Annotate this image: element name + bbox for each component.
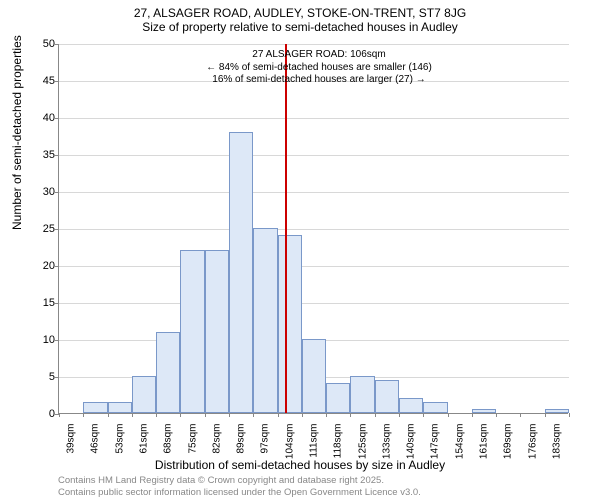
histogram-bar bbox=[180, 250, 204, 413]
xtick-mark bbox=[83, 413, 84, 417]
gridline bbox=[59, 229, 569, 230]
ytick-mark bbox=[55, 340, 59, 341]
histogram-bar bbox=[545, 409, 569, 413]
xtick-mark bbox=[229, 413, 230, 417]
ytick-label: 10 bbox=[31, 334, 55, 346]
gridline bbox=[59, 303, 569, 304]
ytick-mark bbox=[55, 155, 59, 156]
histogram-bar bbox=[326, 383, 350, 413]
histogram-bar bbox=[205, 250, 229, 413]
xtick-mark bbox=[520, 413, 521, 417]
histogram-bar bbox=[229, 132, 253, 413]
annotation-line-3: 16% of semi-detached houses are larger (… bbox=[179, 74, 459, 87]
xtick-mark bbox=[132, 413, 133, 417]
xtick-mark bbox=[399, 413, 400, 417]
ytick-label: 5 bbox=[31, 371, 55, 383]
histogram-bar bbox=[108, 402, 132, 413]
page-subtitle: Size of property relative to semi-detach… bbox=[0, 20, 600, 34]
xtick-mark bbox=[448, 413, 449, 417]
xtick-mark bbox=[108, 413, 109, 417]
gridline bbox=[59, 118, 569, 119]
ytick-label: 20 bbox=[31, 260, 55, 272]
annotation-line-2: ← 84% of semi-detached houses are smalle… bbox=[179, 62, 459, 75]
histogram-bar bbox=[156, 332, 180, 413]
ytick-label: 50 bbox=[31, 38, 55, 50]
histogram-bar bbox=[83, 402, 107, 413]
page-title: 27, ALSAGER ROAD, AUDLEY, STOKE-ON-TRENT… bbox=[0, 6, 600, 20]
histogram-chart: 0510152025303540455039sqm46sqm53sqm61sqm… bbox=[58, 44, 568, 414]
ytick-mark bbox=[55, 266, 59, 267]
ytick-label: 30 bbox=[31, 186, 55, 198]
footer-line-2: Contains public sector information licen… bbox=[58, 487, 421, 498]
xtick-mark bbox=[180, 413, 181, 417]
ytick-mark bbox=[55, 303, 59, 304]
xtick-mark bbox=[375, 413, 376, 417]
xtick-mark bbox=[302, 413, 303, 417]
ytick-mark bbox=[55, 192, 59, 193]
histogram-bar bbox=[423, 402, 447, 413]
reference-line bbox=[285, 44, 287, 413]
gridline bbox=[59, 155, 569, 156]
annotation-text: 27 ALSAGER ROAD: 106sqm← 84% of semi-det… bbox=[179, 49, 459, 87]
ytick-mark bbox=[55, 377, 59, 378]
gridline bbox=[59, 266, 569, 267]
ytick-label: 35 bbox=[31, 149, 55, 161]
xtick-mark bbox=[253, 413, 254, 417]
y-axis-label: Number of semi-detached properties bbox=[10, 35, 24, 230]
ytick-label: 0 bbox=[31, 408, 55, 420]
x-axis-label: Distribution of semi-detached houses by … bbox=[0, 458, 600, 472]
xtick-mark bbox=[472, 413, 473, 417]
footer-line-1: Contains HM Land Registry data © Crown c… bbox=[58, 475, 421, 486]
xtick-mark bbox=[545, 413, 546, 417]
ytick-mark bbox=[55, 118, 59, 119]
histogram-bar bbox=[350, 376, 374, 413]
histogram-bar bbox=[278, 235, 302, 413]
ytick-label: 25 bbox=[31, 223, 55, 235]
ytick-mark bbox=[55, 229, 59, 230]
xtick-mark bbox=[59, 413, 60, 417]
histogram-bar bbox=[302, 339, 326, 413]
xtick-mark bbox=[569, 413, 570, 417]
xtick-mark bbox=[423, 413, 424, 417]
histogram-bar bbox=[132, 376, 156, 413]
ytick-label: 40 bbox=[31, 112, 55, 124]
ytick-mark bbox=[55, 44, 59, 45]
footer-attribution: Contains HM Land Registry data © Crown c… bbox=[58, 475, 421, 498]
annotation-line-1: 27 ALSAGER ROAD: 106sqm bbox=[179, 49, 459, 62]
xtick-mark bbox=[350, 413, 351, 417]
gridline bbox=[59, 44, 569, 45]
xtick-mark bbox=[156, 413, 157, 417]
gridline bbox=[59, 192, 569, 193]
xtick-mark bbox=[326, 413, 327, 417]
ytick-label: 15 bbox=[31, 297, 55, 309]
xtick-mark bbox=[205, 413, 206, 417]
ytick-mark bbox=[55, 81, 59, 82]
histogram-bar bbox=[399, 398, 423, 413]
histogram-bar bbox=[253, 228, 277, 413]
histogram-bar bbox=[375, 380, 399, 413]
histogram-bar bbox=[472, 409, 496, 413]
ytick-label: 45 bbox=[31, 75, 55, 87]
xtick-mark bbox=[496, 413, 497, 417]
plot-area: 0510152025303540455039sqm46sqm53sqm61sqm… bbox=[58, 44, 568, 414]
xtick-mark bbox=[278, 413, 279, 417]
